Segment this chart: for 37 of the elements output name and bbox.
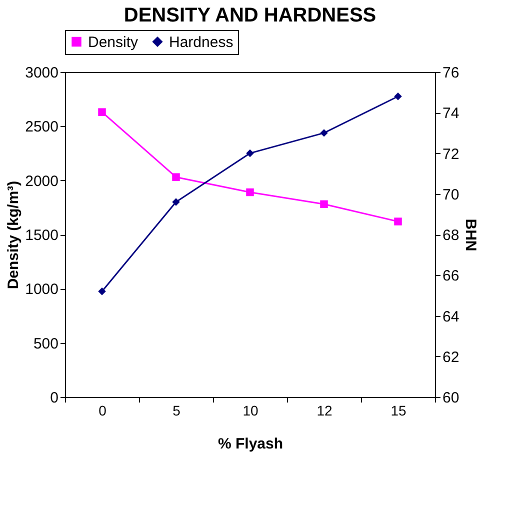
y2-tick-label: 76 — [442, 64, 460, 82]
legend-label: Hardness — [169, 34, 234, 51]
point — [246, 149, 254, 158]
x-tick-label: 12 — [316, 402, 332, 418]
y2-tick-label: 62 — [442, 348, 460, 366]
y-tick-label: 2000 — [25, 172, 58, 190]
point — [98, 108, 106, 116]
y2-tick-label: 66 — [442, 268, 460, 285]
y2-tick-label: 72 — [442, 146, 460, 163]
point — [172, 173, 180, 181]
point — [320, 129, 328, 137]
y2-tick-label: 64 — [442, 308, 460, 326]
y2-tick-label: 70 — [442, 186, 460, 204]
point — [172, 198, 180, 206]
y-tick-label: 0 — [50, 390, 58, 406]
point — [394, 92, 402, 100]
y2-tick-label: 60 — [442, 390, 460, 406]
y-tick-label: 3000 — [25, 64, 58, 82]
y-tick-label: 1000 — [25, 281, 58, 298]
y2-tick-label: 68 — [442, 227, 460, 244]
y-tick-label: 500 — [33, 335, 58, 352]
point — [320, 200, 328, 208]
y2-axis-title: BHN — [462, 218, 480, 252]
x-tick-label: 0 — [98, 402, 107, 418]
x-tick-label: 5 — [172, 402, 181, 418]
point — [394, 218, 402, 226]
point — [246, 188, 254, 196]
y-axis-title: Density (kg/m³) — [5, 180, 22, 290]
legend-label: Density — [88, 34, 139, 51]
y-tick-label: 1500 — [25, 227, 58, 244]
y2-tick-label: 74 — [442, 105, 460, 122]
x-tick-label: 10 — [242, 402, 258, 418]
point — [98, 288, 106, 296]
y-tick-label: 2500 — [25, 118, 58, 136]
x-tick-label: 15 — [390, 402, 406, 418]
x-axis-title: % Flyash — [218, 436, 284, 452]
chart-title: DENSITY AND HARDNESS — [124, 4, 376, 26]
